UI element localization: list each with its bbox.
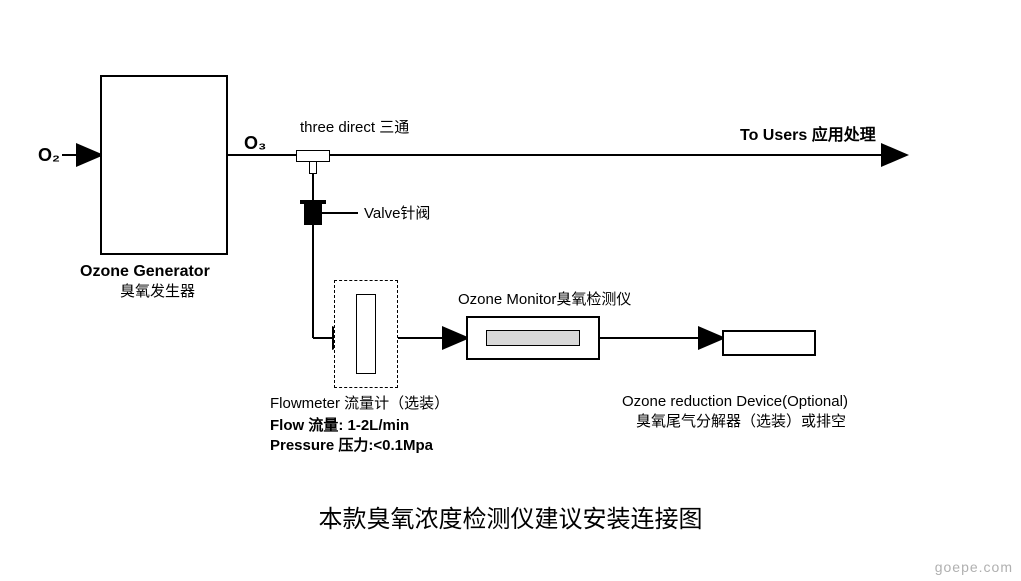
label-o3: O₃ <box>244 132 266 155</box>
flowmeter-inner <box>356 294 376 374</box>
ozone-generator-box <box>100 75 228 255</box>
label-flowmeter: Flowmeter 流量计（选装） <box>270 394 449 414</box>
valve-body <box>304 203 322 225</box>
label-flow: Flow 流量: 1-2L/min <box>270 416 409 436</box>
watermark: goepe.com <box>935 559 1013 575</box>
label-caption: 本款臭氧浓度检测仪建议安装连接图 <box>0 504 1021 535</box>
label-gen_en: Ozone Generator <box>80 262 210 283</box>
tee-stem <box>309 162 317 174</box>
ozone-monitor-display <box>486 330 580 346</box>
label-monitor: Ozone Monitor臭氧检测仪 <box>458 290 631 310</box>
label-o2: O₂ <box>38 144 60 167</box>
label-reduction_zh: 臭氧尾气分解器（选装）或排空 <box>636 412 846 432</box>
label-to_users: To Users 应用处理 <box>740 126 876 147</box>
label-gen_zh: 臭氧发生器 <box>120 282 195 302</box>
label-reduction_en: Ozone reduction Device(Optional) <box>622 392 848 412</box>
label-tee: three direct 三通 <box>300 118 409 138</box>
ozone-reduction-box <box>722 330 816 356</box>
label-valve: Valve针阀 <box>364 204 430 224</box>
label-pressure: Pressure 压力:<0.1Mpa <box>270 436 433 456</box>
tee-body <box>296 150 330 162</box>
